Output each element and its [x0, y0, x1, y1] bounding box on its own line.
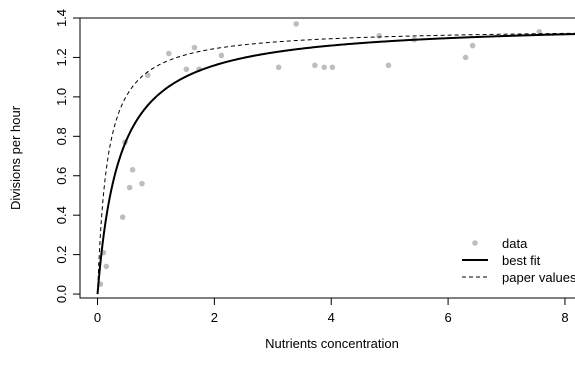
data-point: [103, 263, 110, 270]
legend-marker: [472, 240, 478, 246]
data-point: [183, 66, 190, 73]
data-point: [275, 64, 282, 71]
y-tick-label: 0.0: [54, 285, 69, 303]
y-tick-label: 1.4: [54, 9, 69, 27]
data-point: [129, 167, 136, 173]
data-point: [469, 42, 476, 49]
data-point: [139, 180, 145, 187]
x-axis: 0 2 4 6 8: [94, 298, 569, 325]
y-tick-label: 0.6: [54, 167, 69, 185]
legend-label: best fit: [502, 253, 541, 268]
data-point: [191, 44, 198, 51]
legend-label: paper values: [502, 270, 575, 285]
best-fit-line: [96, 33, 575, 295]
x-axis-label: Nutrients concentration: [265, 336, 399, 351]
data-point: [321, 64, 328, 71]
data-point: [329, 64, 336, 71]
data-point: [376, 32, 382, 39]
x-tick-label: 8: [561, 310, 568, 325]
data-point: [144, 72, 151, 78]
data-point: [293, 21, 299, 27]
data-point: [312, 62, 318, 69]
y-tick-label: 0.4: [54, 206, 69, 224]
data-point: [119, 214, 126, 220]
data-point: [385, 62, 392, 69]
series-layer: [96, 21, 575, 295]
x-tick-label: 2: [211, 310, 218, 325]
data-point: [126, 184, 133, 191]
data-point: [218, 52, 225, 59]
y-tick-label: 1.0: [54, 88, 69, 106]
data-point: [166, 50, 172, 57]
x-tick-label: 6: [444, 310, 451, 325]
plot-frame: [79, 17, 575, 299]
y-tick-label: 0.2: [54, 246, 69, 264]
y-tick-label: 0.8: [54, 127, 69, 145]
data-point: [462, 54, 469, 61]
y-axis: 0.0 0.2 0.4 0.6 0.8 1.0 1.2 1.4: [54, 9, 80, 303]
y-axis-label: Divisions per hour: [8, 105, 23, 210]
legend-label: data: [502, 236, 528, 251]
x-tick-label: 4: [328, 310, 335, 325]
legend: data best fit paper values: [462, 236, 575, 285]
y-tick-label: 1.2: [54, 48, 69, 66]
x-tick-label: 0: [94, 310, 101, 325]
